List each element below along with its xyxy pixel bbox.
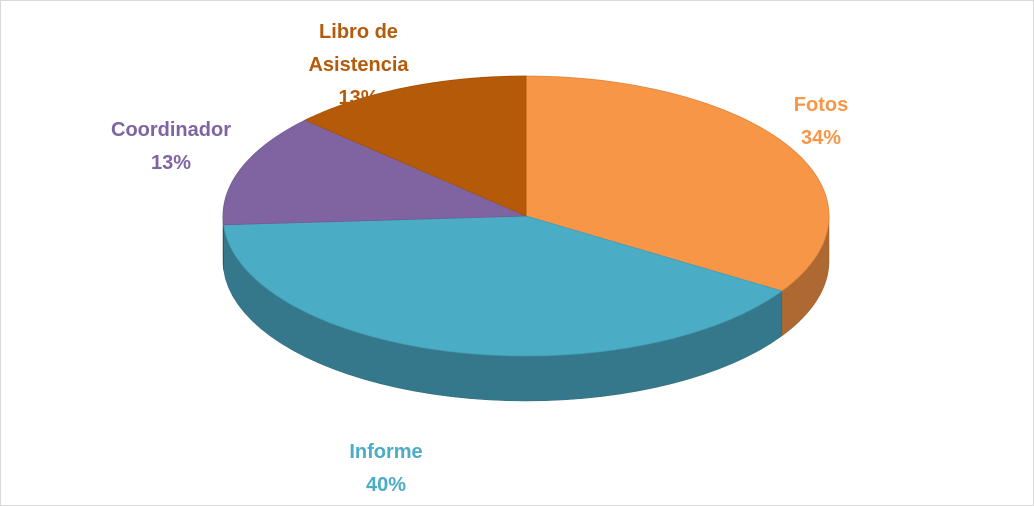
data-label: Coordinador 13% [91, 114, 251, 180]
value-label: 34% [800, 127, 842, 149]
value-label: 40% [365, 474, 407, 496]
category-label: Fotos [793, 94, 849, 116]
data-label: Libro de Asistencia 13% [291, 16, 426, 115]
slice [304, 75, 527, 217]
slice [525, 75, 830, 292]
value-label: 13% [150, 152, 192, 174]
value-label: 13% [338, 87, 379, 109]
category-label: Coordinador [111, 119, 231, 141]
data-label: Fotos 34% [761, 89, 881, 155]
slice [223, 215, 783, 357]
category-label: Informe [349, 441, 423, 463]
category-label: Libro de Asistencia [308, 21, 409, 76]
data-label: Informe 40% [311, 436, 461, 502]
slice [222, 119, 527, 226]
